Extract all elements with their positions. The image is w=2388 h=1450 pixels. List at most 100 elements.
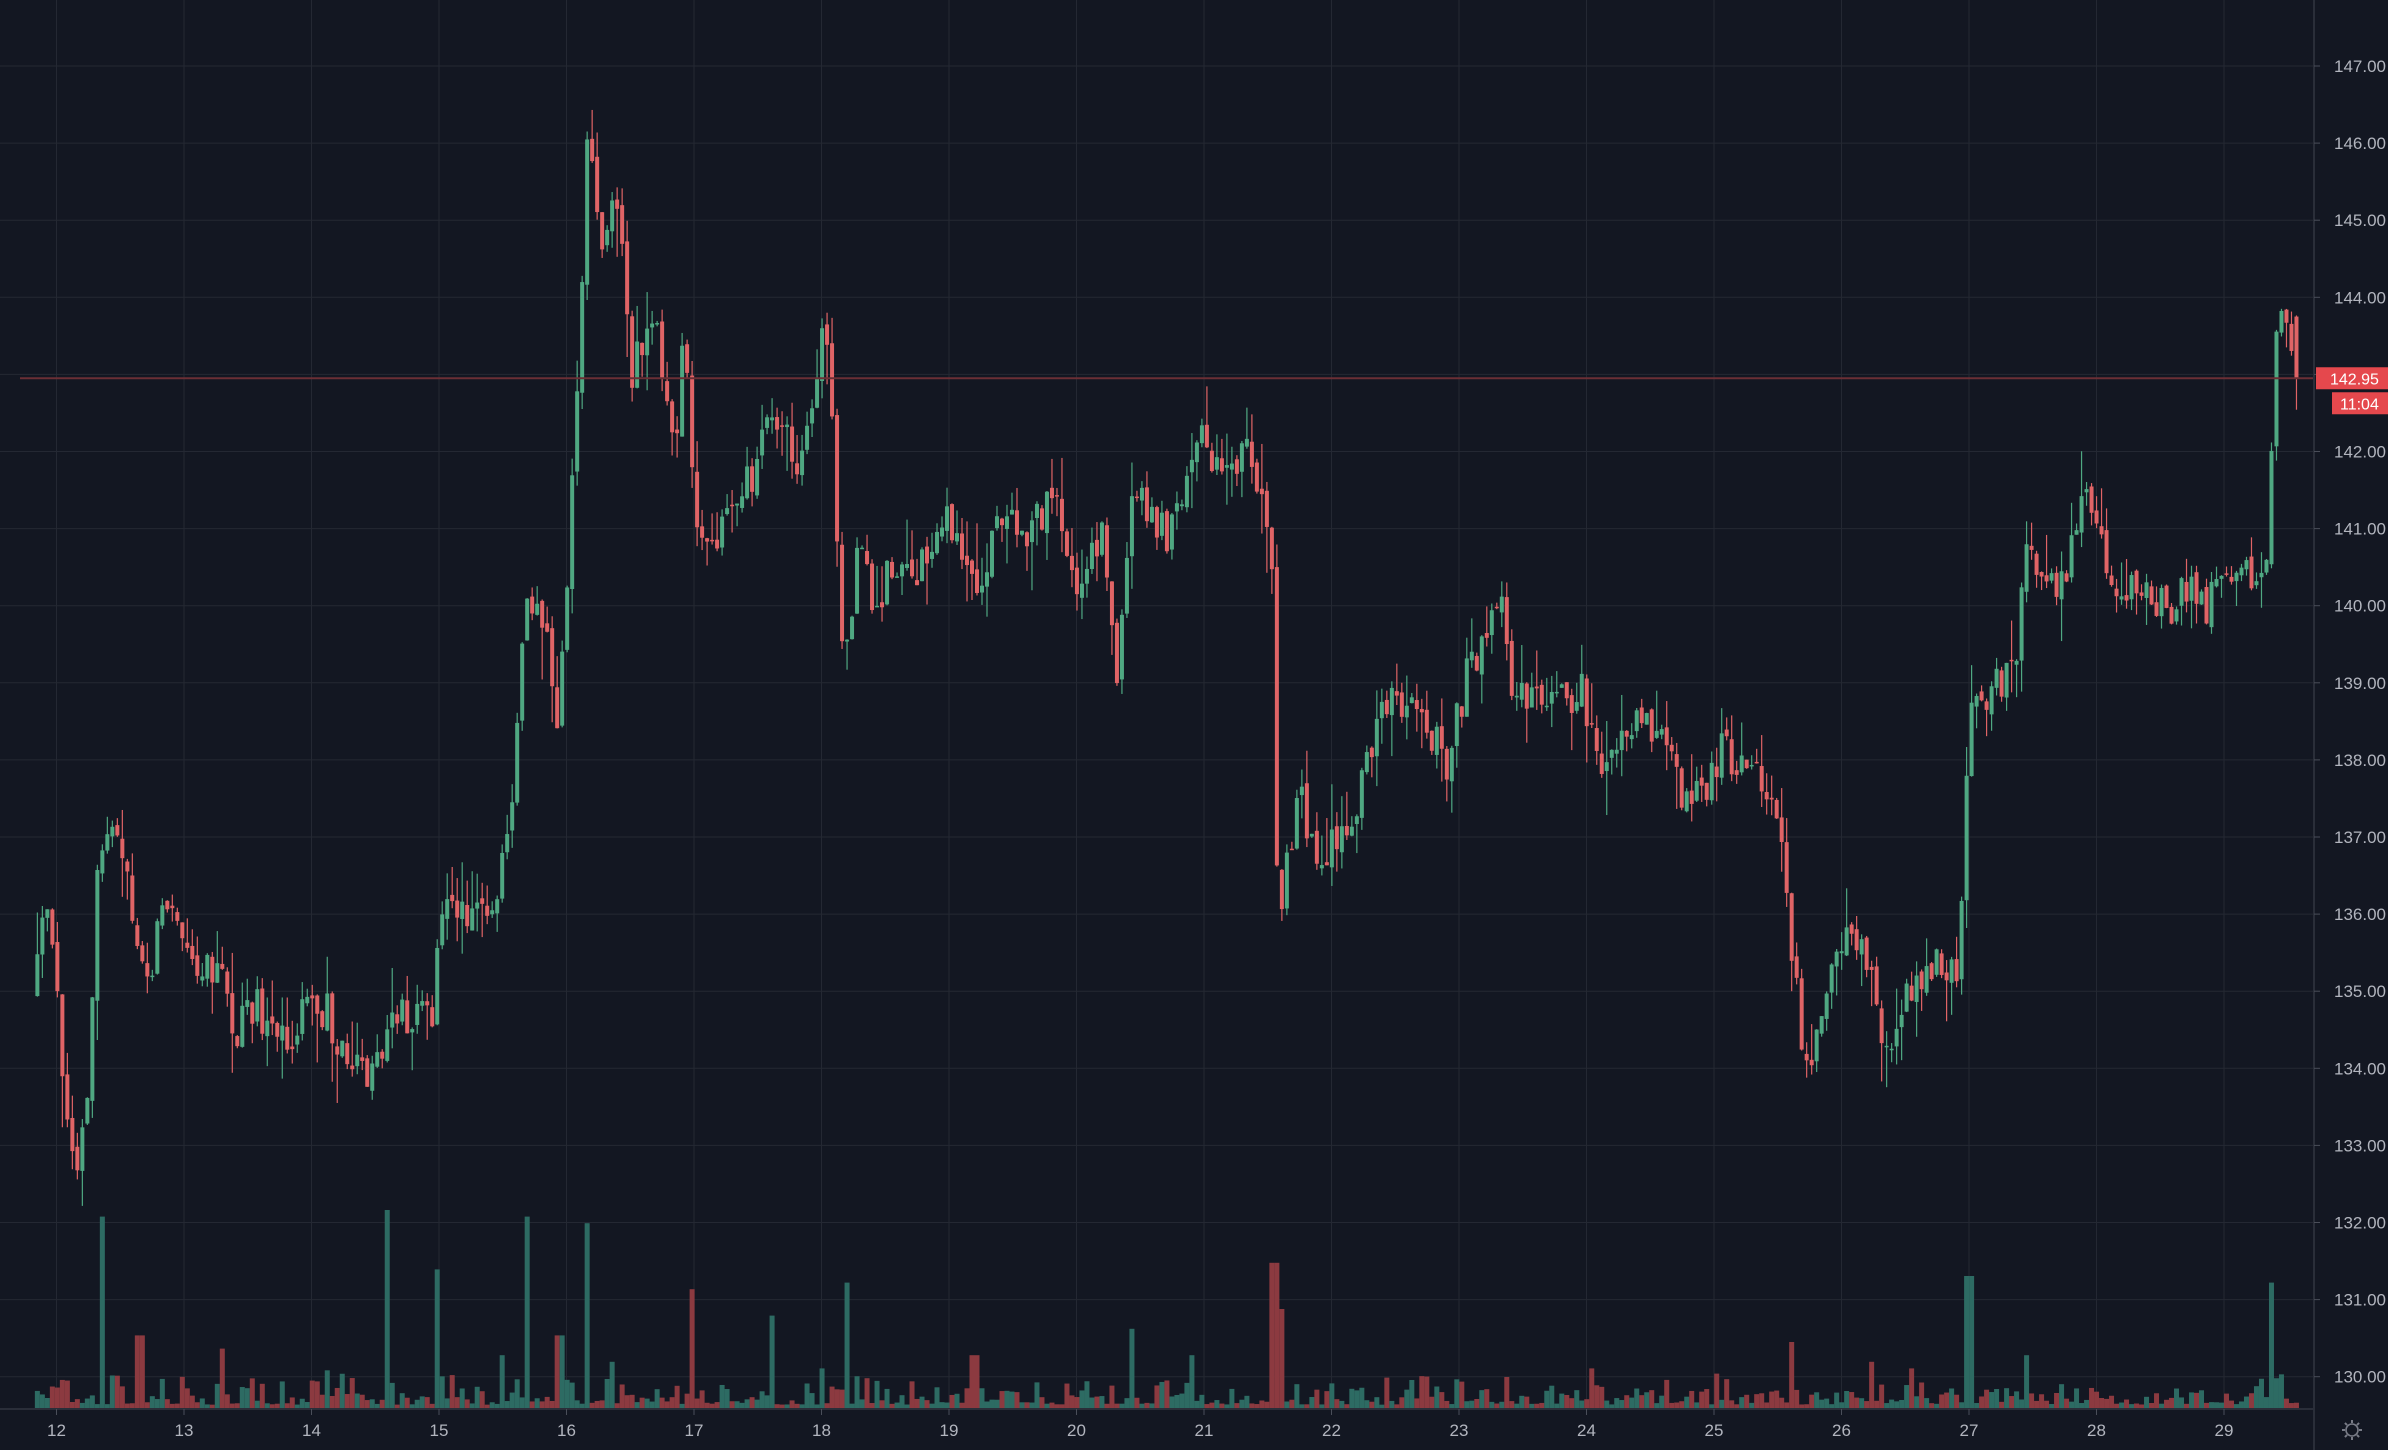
candle-body: [2024, 544, 2029, 592]
volume-bar: [439, 1376, 445, 1408]
volume-bar: [2278, 1374, 2284, 1408]
volume-bar: [1764, 1402, 1770, 1408]
candle-body: [50, 909, 55, 945]
candle-body: [1399, 692, 1404, 717]
candle-body: [485, 905, 490, 916]
candle-body: [1079, 583, 1084, 598]
volume-bar: [1614, 1398, 1620, 1408]
volume-bar: [1579, 1400, 1585, 1408]
candle-body: [1864, 937, 1869, 970]
candle-body: [1509, 640, 1514, 696]
candle-body: [1279, 869, 1284, 910]
volume-bar: [1054, 1404, 1060, 1408]
candle-body: [410, 1029, 415, 1033]
candle-body: [560, 651, 565, 726]
volume-bar: [164, 1399, 170, 1408]
candle-body: [1234, 459, 1239, 474]
volume-bar: [1974, 1403, 1980, 1408]
volume-bar: [519, 1397, 525, 1408]
volume-bar: [1449, 1404, 1455, 1408]
volume-bar: [1034, 1382, 1040, 1408]
candle-body: [100, 850, 105, 874]
candle-body: [930, 551, 935, 559]
candle-body: [465, 905, 470, 927]
volume-bar: [329, 1395, 335, 1408]
x-tick-label: 20: [1067, 1421, 1086, 1440]
candle-body: [1669, 744, 1674, 752]
candle-body: [1369, 747, 1374, 758]
candle-body: [255, 989, 260, 1022]
gear-icon[interactable]: [2342, 1420, 2362, 1440]
volume-bar: [1409, 1379, 1415, 1408]
volume-bar: [284, 1403, 290, 1408]
volume-bar: [1654, 1403, 1660, 1408]
volume-bar: [1484, 1389, 1490, 1408]
candle-body: [1849, 924, 1854, 934]
volume-bar: [1704, 1389, 1710, 1408]
candle-body: [1474, 655, 1479, 671]
candle-body: [1894, 1028, 1899, 1047]
candle-body: [85, 1097, 90, 1124]
candle-body: [1554, 691, 1559, 694]
candle-body: [1069, 555, 1074, 571]
volume-bar: [1419, 1376, 1425, 1408]
candle-body: [1609, 749, 1614, 758]
candle-body: [1959, 900, 1964, 980]
volume-bar: [1079, 1390, 1085, 1408]
candle-body: [455, 900, 460, 918]
volume-bar: [929, 1403, 935, 1408]
volume-bar: [2194, 1392, 2200, 1408]
volume-bar: [294, 1404, 300, 1408]
candle-body: [35, 954, 40, 997]
volume-bar: [1534, 1403, 1540, 1408]
candle-body: [200, 976, 205, 981]
volume-bar: [489, 1402, 495, 1408]
volume-bar: [834, 1389, 840, 1408]
candle-body: [1819, 1016, 1824, 1034]
volume-bar: [1879, 1384, 1885, 1408]
candle-body: [1994, 668, 1999, 688]
y-tick-label: 146.00: [2334, 134, 2386, 153]
candle-body: [1434, 726, 1439, 755]
candle-body: [2289, 323, 2294, 351]
candle-body: [790, 426, 795, 462]
volume-bar: [79, 1402, 85, 1408]
volume-bar: [1884, 1403, 1890, 1408]
volume-bar: [529, 1401, 535, 1408]
volume-bar: [214, 1383, 220, 1408]
y-tick-label: 137.00: [2334, 828, 2386, 847]
volume-bar: [1584, 1399, 1590, 1408]
volume-bar: [1749, 1402, 1755, 1408]
volume-bar: [1359, 1387, 1365, 1408]
volume-bar: [2233, 1404, 2239, 1408]
candle-body: [1414, 700, 1419, 710]
candle-body: [480, 898, 485, 904]
candle-body: [1614, 749, 1619, 754]
volume-bar: [2174, 1388, 2180, 1408]
volume-bar: [1574, 1390, 1580, 1408]
candle-body: [1019, 530, 1024, 535]
candle-body: [635, 341, 640, 388]
candle-body: [2244, 560, 2249, 570]
candle-body: [815, 378, 820, 408]
volume-bar: [184, 1388, 190, 1408]
volume-bar: [544, 1396, 550, 1408]
volume-bar: [109, 1375, 115, 1408]
volume-bar: [1179, 1393, 1185, 1408]
candles: [35, 109, 2299, 1206]
candle-body: [1334, 826, 1339, 850]
candle-body: [970, 560, 975, 574]
volume-bar: [1809, 1394, 1815, 1408]
candle-body: [1694, 780, 1699, 801]
volume-bar: [149, 1396, 155, 1408]
volume-bar: [2064, 1398, 2070, 1408]
volume-bar: [1464, 1401, 1470, 1408]
candle-body: [745, 466, 750, 499]
candle-body: [1854, 929, 1859, 951]
volume-bar: [234, 1403, 240, 1408]
volume-bar: [1544, 1390, 1550, 1408]
candle-body: [1969, 702, 1974, 777]
y-tick-label: 131.00: [2334, 1291, 2386, 1310]
